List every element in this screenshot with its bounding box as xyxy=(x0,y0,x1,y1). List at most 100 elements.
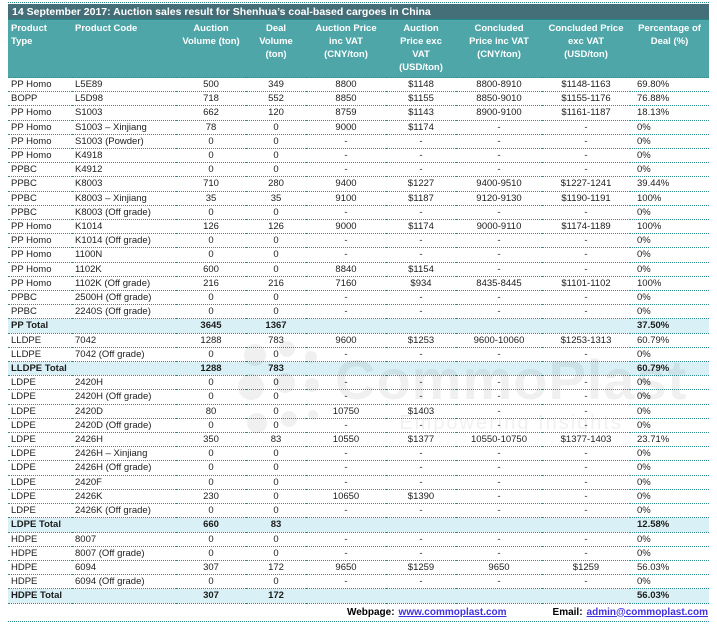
cell-concluded-price-inc-vat: - xyxy=(456,247,542,263)
email-link[interactable]: admin@commoplast.com xyxy=(586,606,708,618)
cell-auction-price-inc-vat: 9000 xyxy=(306,120,386,135)
table-row: PP Homo 1102K 600 0 8840 $1154- -0% xyxy=(8,262,709,277)
cell-concluded-price-exc-vat: - xyxy=(542,404,630,419)
cell-deal-volume: 280 xyxy=(246,176,306,192)
cell-auction-price-exc-vat: - xyxy=(386,233,456,249)
cell-product-type: PP Homo xyxy=(8,247,72,263)
cell-concluded-price-inc-vat: - xyxy=(456,389,542,405)
cell-auction-volume: 0 xyxy=(176,446,246,462)
cell-auction-price-inc-vat: 9000 xyxy=(306,219,386,235)
cell-auction-price-inc-vat xyxy=(306,588,386,604)
report-sheet: 14 September 2017: Auction sales result … xyxy=(8,2,709,622)
report-footer: Webpage: www.commoplast.com Email: admin… xyxy=(8,604,709,622)
cell-product-type: LDPE xyxy=(8,475,72,490)
cell-product-code: K8003 (Off grade) xyxy=(72,205,176,221)
cell-auction-price-exc-vat: - xyxy=(386,532,456,547)
column-header-percentage-of-deal: Percentage of Deal (%) xyxy=(630,20,709,78)
cell-product-code: K4912 xyxy=(72,162,176,178)
cell-concluded-price-exc-vat: - xyxy=(542,347,630,363)
cell-auction-volume: 0 xyxy=(176,389,246,405)
cell-auction-volume: 0 xyxy=(176,205,246,221)
cell-concluded-price-inc-vat: - xyxy=(456,148,542,164)
cell-concluded-price-inc-vat: 9650 xyxy=(456,560,542,576)
table-row: PP Homo K1014 (Off grade) 0 0- - - -0% xyxy=(8,233,709,249)
cell-auction-volume: 662 xyxy=(176,105,246,121)
cell-auction-price-inc-vat: - xyxy=(306,475,386,490)
table-row: PP Homo S1003 – Xinjiang 78 0 9000 $1174- -0% xyxy=(8,120,709,135)
cell-auction-price-inc-vat: - xyxy=(306,304,386,320)
cell-auction-price-exc-vat: $1187 xyxy=(386,191,456,206)
cell-auction-price-exc-vat: $1148 xyxy=(386,77,456,93)
cell-product-code: 2420H xyxy=(72,375,176,391)
table-row: HDPE 6094 (Off grade) 0 0- - - -0% xyxy=(8,574,709,590)
cell-concluded-price-exc-vat: - xyxy=(542,546,630,561)
total-row: LDPE Total 660 83 12.58% xyxy=(8,517,709,533)
cell-auction-price-exc-vat: $1174 xyxy=(386,120,456,135)
cell-concluded-price-exc-vat xyxy=(542,361,630,377)
cell-auction-price-inc-vat: - xyxy=(306,460,386,476)
cell-auction-volume: 216 xyxy=(176,276,246,292)
cell-product-type: HDPE xyxy=(8,560,72,576)
cell-concluded-price-exc-vat: - xyxy=(542,304,630,320)
cell-product-type: HDPE xyxy=(8,546,72,561)
report-title-bar: 14 September 2017: Auction sales result … xyxy=(8,4,709,20)
cell-auction-price-exc-vat: $1259 xyxy=(386,560,456,576)
cell-auction-price-exc-vat: - xyxy=(386,304,456,320)
cell-product-code: K8003 – Xinjiang xyxy=(72,191,176,206)
cell-deal-volume: 0 xyxy=(246,546,306,561)
cell-concluded-price-inc-vat xyxy=(456,318,542,334)
cell-auction-volume: 0 xyxy=(176,546,246,561)
cell-product-type: LDPE xyxy=(8,460,72,476)
cell-product-code: 2500H (Off grade) xyxy=(72,290,176,306)
table-row: LDPE 2426H (Off grade) 0 0- - - -0% xyxy=(8,460,709,476)
cell-auction-volume: 0 xyxy=(176,290,246,306)
cell-product-type: LDPE xyxy=(8,418,72,434)
cell-concluded-price-exc-vat: - xyxy=(542,290,630,306)
cell-product-code: 2420D xyxy=(72,404,176,419)
cell-deal-volume: 0 xyxy=(246,375,306,391)
cell-deal-volume: 0 xyxy=(246,304,306,320)
cell-concluded-price-exc-vat: - xyxy=(542,148,630,164)
cell-product-code: K1014 xyxy=(72,219,176,235)
cell-concluded-price-inc-vat: 8900-9100 xyxy=(456,105,542,121)
webpage-link[interactable]: www.commoplast.com xyxy=(398,606,507,618)
cell-percentage-of-deal: 0% xyxy=(630,290,709,306)
cell-concluded-price-inc-vat: - xyxy=(456,290,542,306)
cell-deal-volume: 0 xyxy=(246,205,306,221)
table-row: HDPE 8007 0 0- - - -0% xyxy=(8,532,709,547)
cell-percentage-of-deal: 100% xyxy=(630,219,709,235)
cell-auction-price-inc-vat: - xyxy=(306,233,386,249)
table-row: PP Homo S1003 (Powder) 0 0- - - -0% xyxy=(8,134,709,150)
table-row: PPBC K8003 – Xinjiang 35 35 9100 $1187 9120-91… xyxy=(8,191,709,206)
cell-auction-price-exc-vat: $934 xyxy=(386,276,456,292)
cell-concluded-price-exc-vat: - xyxy=(542,503,630,519)
cell-auction-price-exc-vat: - xyxy=(386,134,456,150)
cell-product-code: S1003 – Xinjiang xyxy=(72,120,176,135)
cell-concluded-price-exc-vat: - xyxy=(542,446,630,462)
cell-percentage-of-deal: 60.79% xyxy=(630,333,709,348)
cell-product-code: 6094 (Off grade) xyxy=(72,574,176,590)
cell-percentage-of-deal: 0% xyxy=(630,134,709,150)
cell-auction-price-exc-vat: $1377 xyxy=(386,432,456,448)
cell-auction-price-inc-vat xyxy=(306,318,386,334)
cell-product-type: LDPE xyxy=(8,432,72,448)
cell-concluded-price-inc-vat: - xyxy=(456,347,542,363)
email-label: Email: xyxy=(552,606,583,618)
cell-concluded-price-exc-vat: $1148-1163 xyxy=(542,77,630,93)
cell-concluded-price-inc-vat: - xyxy=(456,205,542,221)
cell-auction-volume: 0 xyxy=(176,304,246,320)
cell-product-type: PP Homo xyxy=(8,105,72,121)
table-row: PPBC 2500H (Off grade) 0 0- - - -0% xyxy=(8,290,709,306)
cell-percentage-of-deal: 0% xyxy=(630,489,709,505)
cell-deal-volume: 172 xyxy=(246,560,306,576)
cell-concluded-price-exc-vat: - xyxy=(542,532,630,547)
cell-product-code: 2420F xyxy=(72,475,176,490)
cell-auction-price-inc-vat: 10650 xyxy=(306,489,386,505)
cell-auction-volume: 600 xyxy=(176,262,246,277)
cell-auction-volume: 0 xyxy=(176,233,246,249)
column-header-auction-price-exc-vat: Auction Price exc VAT (USD/ton) xyxy=(386,20,456,78)
cell-auction-price-inc-vat: - xyxy=(306,205,386,221)
cell-concluded-price-inc-vat: 9000-9110 xyxy=(456,219,542,235)
table-row: LLDPE 7042 (Off grade) 0 0- - - -0% xyxy=(8,347,709,363)
cell-percentage-of-deal: 0% xyxy=(630,418,709,434)
